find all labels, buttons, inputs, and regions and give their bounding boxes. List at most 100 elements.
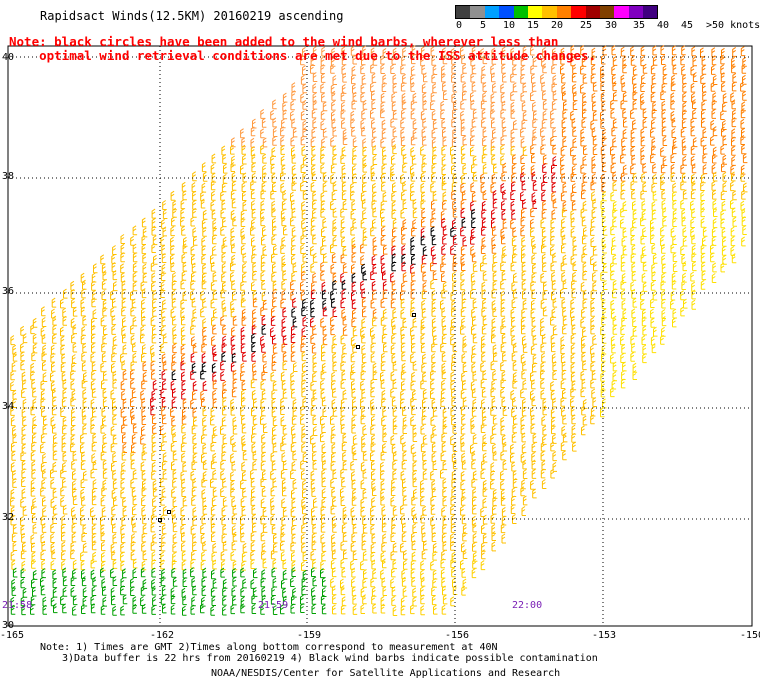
- wind-barb: [300, 135, 306, 146]
- wind-barb: [301, 442, 306, 453]
- wind-barb: [251, 604, 257, 614]
- wind-barb: [171, 460, 176, 471]
- wind-barb: [411, 154, 417, 165]
- wind-barb: [642, 353, 647, 364]
- wind-barb: [391, 245, 396, 256]
- wind-barb: [711, 99, 717, 110]
- wind-barb: [181, 423, 186, 434]
- wind-barb: [460, 226, 465, 237]
- wind-barb: [401, 459, 407, 470]
- wind-barb: [611, 45, 616, 56]
- wind-barb: [212, 542, 217, 553]
- wind-barb: [72, 559, 78, 570]
- wind-barb: [300, 280, 305, 291]
- wind-barb: [122, 496, 127, 507]
- wind-barb: [451, 54, 456, 65]
- wind-barb: [400, 389, 405, 400]
- wind-barb: [492, 370, 497, 381]
- wind-barb: [422, 271, 427, 282]
- wind-barb: [190, 398, 195, 409]
- wind-barb: [202, 209, 208, 220]
- wind-barb: [662, 156, 668, 166]
- wind-barb: [240, 326, 246, 337]
- wind-barb: [351, 567, 356, 578]
- wind-barb: [540, 441, 546, 452]
- wind-barb: [530, 227, 535, 238]
- wind-barb: [490, 387, 495, 398]
- wind-barb: [632, 90, 637, 101]
- wind-barb: [470, 288, 475, 299]
- wind-barb: [460, 424, 466, 435]
- wind-barb: [161, 585, 167, 596]
- wind-barb: [252, 297, 258, 308]
- wind-barb: [631, 244, 637, 255]
- wind-barb: [550, 407, 556, 418]
- wind-barb: [422, 99, 427, 110]
- wind-barb: [280, 126, 285, 137]
- wind-barb: [612, 279, 618, 290]
- wind-barb: [442, 496, 447, 507]
- wind-barb: [251, 333, 256, 344]
- wind-barb: [391, 280, 397, 291]
- wind-barb: [201, 576, 206, 587]
- wind-barb: [121, 306, 126, 317]
- wind-barb: [591, 64, 596, 75]
- wind-barb: [212, 425, 218, 436]
- wind-barb: [670, 227, 676, 238]
- wind-barb: [282, 569, 288, 580]
- wind-barb: [560, 261, 566, 272]
- wind-barb: [411, 532, 416, 543]
- wind-barb: [431, 172, 436, 183]
- wind-barb: [351, 74, 356, 85]
- wind-barb: [222, 281, 227, 292]
- wind-barb: [301, 523, 306, 534]
- wind-barb: [320, 568, 325, 579]
- wind-barb: [292, 398, 298, 409]
- wind-barb: [281, 317, 287, 328]
- wind-barb: [231, 155, 236, 166]
- wind-barb: [471, 218, 476, 228]
- wind-barb: [273, 533, 278, 544]
- wind-barb: [231, 180, 237, 191]
- wind-barb: [411, 495, 416, 506]
- wind-barb: [391, 261, 396, 272]
- wind-barb: [361, 344, 366, 355]
- wind-barb: [440, 388, 446, 399]
- lat-label-30: 30: [2, 620, 15, 631]
- wind-barb: [460, 505, 465, 516]
- wind-barb: [621, 137, 626, 147]
- wind-barb: [240, 362, 246, 373]
- wind-barb: [10, 461, 16, 472]
- wind-barb: [352, 326, 358, 337]
- wind-barb: [402, 424, 407, 434]
- wind-barb: [32, 569, 38, 580]
- wind-barb: [360, 64, 365, 75]
- wind-barb: [141, 407, 146, 417]
- wind-barb: [630, 164, 635, 175]
- wind-barb: [160, 325, 166, 336]
- wind-barb: [640, 252, 646, 263]
- wind-barb: [222, 434, 228, 445]
- wind-barb: [521, 279, 527, 290]
- wind-barb: [500, 135, 505, 146]
- wind-barb: [291, 307, 296, 318]
- wind-barb: [631, 262, 636, 273]
- wind-barb: [621, 289, 626, 300]
- wind-barb: [93, 263, 98, 274]
- wind-barb: [572, 261, 577, 271]
- wind-barb: [30, 604, 35, 615]
- wind-barb: [330, 173, 335, 184]
- wind-barb: [221, 442, 227, 453]
- wind-barb: [582, 360, 587, 371]
- wind-barb: [261, 586, 266, 597]
- wind-barb: [212, 225, 218, 236]
- wind-barb: [620, 261, 626, 272]
- wind-barb: [222, 595, 227, 606]
- wind-barb: [422, 505, 427, 516]
- wind-barb: [741, 216, 747, 227]
- wind-barb: [471, 352, 476, 363]
- wind-barb: [202, 406, 207, 417]
- wind-barb: [280, 171, 285, 182]
- wind-barb: [341, 146, 347, 157]
- wind-barb: [532, 362, 537, 373]
